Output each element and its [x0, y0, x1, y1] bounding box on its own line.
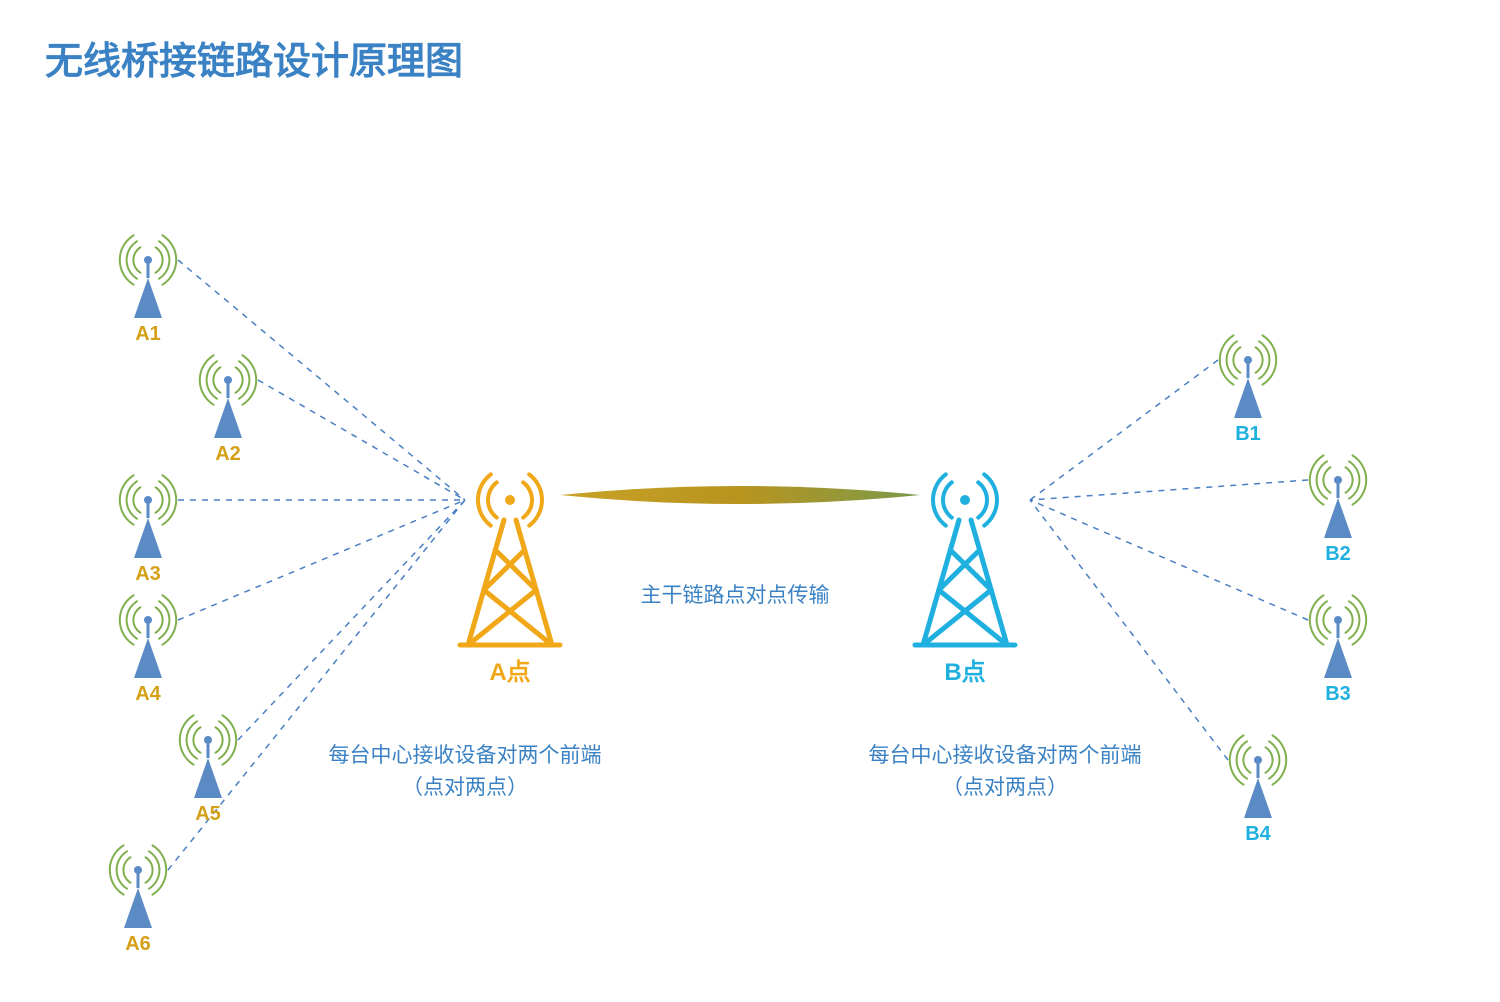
- link-a2: [258, 380, 465, 500]
- antenna-a6: A6: [110, 845, 166, 955]
- link-b3: [1030, 500, 1308, 620]
- link-b1: [1030, 360, 1218, 500]
- svg-text:A6: A6: [125, 933, 151, 955]
- antenna-a2: A2: [200, 355, 256, 465]
- antenna-a1: A1: [120, 235, 176, 345]
- antenna-b1: B1: [1220, 335, 1276, 445]
- link-a4: [178, 500, 465, 620]
- link-b2: [1030, 480, 1308, 500]
- b-caption-line1: 每台中心接收设备对两个前端: [869, 744, 1142, 767]
- link-b4: [1030, 500, 1228, 760]
- b-caption-line2: （点对两点）: [942, 776, 1068, 799]
- link-a5: [238, 500, 465, 740]
- a-caption-line1: 每台中心接收设备对两个前端: [329, 744, 602, 767]
- network-diagram: A1 A2 A3 A4 A5 A6 B1 B2 B3 B4 A点 B点: [0, 0, 1500, 1002]
- tower-a: A点: [460, 474, 560, 686]
- svg-text:B点: B点: [944, 659, 985, 686]
- a-caption-line2: （点对两点）: [402, 776, 528, 799]
- antenna-b2: B2: [1310, 455, 1366, 565]
- svg-text:A点: A点: [489, 659, 530, 686]
- svg-text:A4: A4: [135, 683, 161, 705]
- a-side-caption: 每台中心接收设备对两个前端 （点对两点）: [285, 740, 645, 803]
- antenna-a5: A5: [180, 715, 236, 825]
- antenna-a4: A4: [120, 595, 176, 705]
- antenna-b3: B3: [1310, 595, 1366, 705]
- svg-text:A3: A3: [135, 563, 161, 585]
- svg-text:A5: A5: [195, 803, 221, 825]
- tower-b: B点: [915, 474, 1015, 686]
- svg-text:B3: B3: [1325, 683, 1351, 705]
- svg-text:A2: A2: [215, 443, 241, 465]
- svg-text:B4: B4: [1245, 823, 1271, 845]
- b-side-caption: 每台中心接收设备对两个前端 （点对两点）: [825, 740, 1185, 803]
- svg-text:A1: A1: [135, 323, 161, 345]
- antenna-a3: A3: [120, 475, 176, 585]
- backbone-beam: [560, 486, 920, 504]
- backbone-caption: 主干链路点对点传输: [555, 580, 915, 612]
- svg-text:B1: B1: [1235, 423, 1261, 445]
- svg-text:B2: B2: [1325, 543, 1351, 565]
- antenna-b4: B4: [1230, 735, 1286, 845]
